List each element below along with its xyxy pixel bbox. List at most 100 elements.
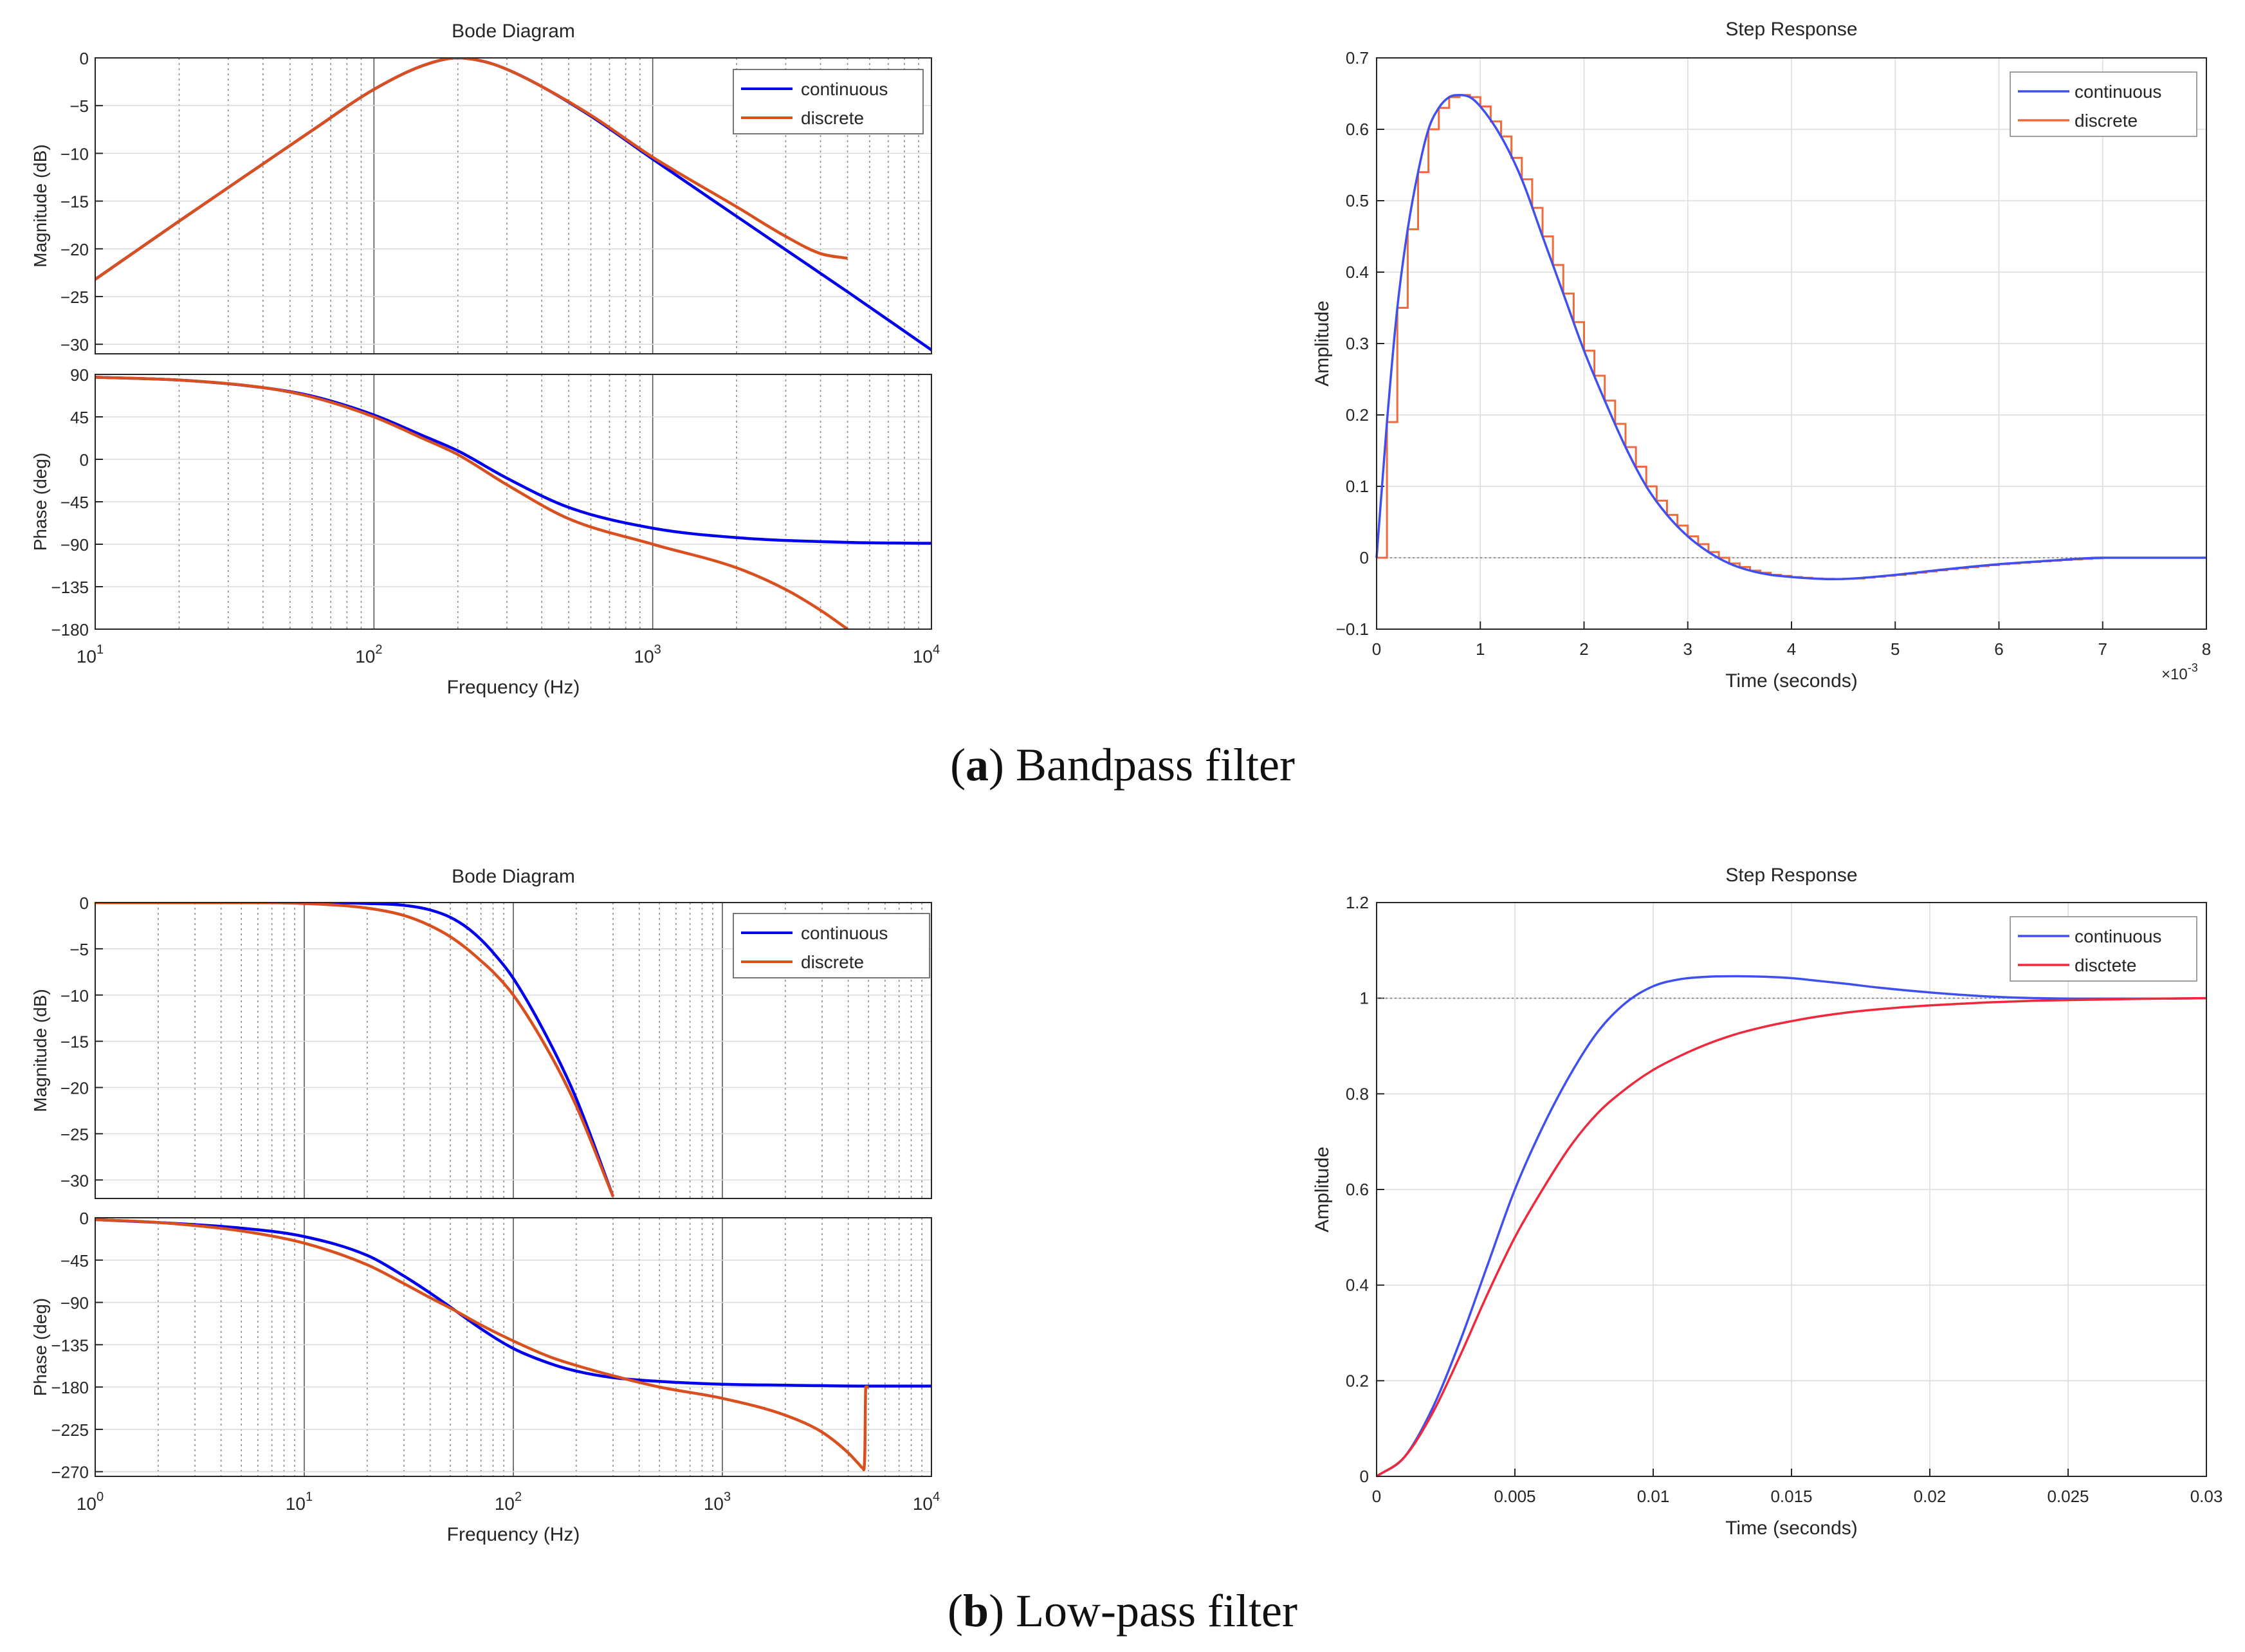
legend-box (733, 913, 930, 978)
y-tick-label: −25 (60, 1124, 89, 1144)
y-tick-label: −5 (69, 96, 89, 116)
x-tick-label: 103 (634, 643, 661, 666)
tick-exponent: 3 (724, 1490, 731, 1504)
x-axis-label: Frequency (Hz) (447, 677, 580, 698)
y-tick-label: −20 (60, 1079, 89, 1098)
phase-panel: 0 −45 −90 −135 −180 −225 −270 Phase (deg) (30, 1209, 932, 1482)
x-tick-label: 102 (355, 643, 382, 666)
series-line-disctete (1376, 996, 2207, 1478)
x-tick-label: 102 (495, 1490, 522, 1514)
x-tick-label: 3 (1683, 639, 1692, 659)
y-tick-label: −30 (60, 1171, 89, 1190)
y-tick-label: −15 (60, 1032, 89, 1052)
tick-exponent: 2 (515, 1490, 522, 1504)
y-tick-label: −45 (60, 493, 89, 512)
chart-title: Bode Diagram (452, 866, 575, 887)
chart-title: Step Response (1725, 865, 1857, 886)
caption-text: Bandpass filter (1004, 739, 1295, 791)
y-tick-label: −20 (60, 240, 89, 259)
legend-label: discrete (801, 952, 864, 972)
x-tick-label: 0.025 (2047, 1487, 2089, 1506)
y-tick-label: 0.6 (1346, 120, 1369, 139)
tick-base: 10 (634, 647, 654, 666)
y-tick-label: 0.8 (1346, 1084, 1369, 1103)
y-tick-label: 45 (70, 408, 89, 427)
series-line-continuous (1375, 93, 2206, 581)
y-tick-label: −90 (60, 1294, 89, 1313)
y-tick-label: 1.2 (1346, 893, 1369, 912)
tick-base: 10 (355, 647, 375, 666)
series-line-continuous (95, 903, 615, 1197)
legend-box (2010, 71, 2197, 137)
legend: continuous discrete (733, 69, 924, 134)
tick-exponent: 4 (933, 1490, 940, 1504)
x-tick-label: 4 (1787, 639, 1796, 659)
series-line-continuous (95, 1218, 931, 1388)
magnitude-panel: 0 −5 −10 −15 −20 −25 −30 Magnitude (dB) continuo… (30, 49, 932, 354)
tick-exponent: 1 (96, 643, 104, 657)
caption-text: Low-pass filter (1004, 1585, 1297, 1637)
legend-label: discrete (801, 108, 864, 128)
x-axis-label: Frequency (Hz) (447, 1524, 580, 1545)
legend-label: continuous (2075, 926, 2161, 946)
x-tick-label: 0.03 (2190, 1487, 2223, 1506)
series-line-continuous (1376, 975, 2207, 1478)
y-axis-label: Phase (deg) (30, 1298, 50, 1397)
x-tick-label: 104 (913, 643, 940, 666)
y-tick-label: 0.7 (1346, 48, 1369, 68)
y-tick-label: −25 (60, 288, 89, 307)
x-tick-label: 101 (286, 1490, 313, 1514)
x-tick-label: 7 (2098, 639, 2107, 659)
y-axis-label: Amplitude (1312, 1146, 1333, 1232)
legend-label: continuous (801, 923, 888, 943)
y-axis-label: Magnitude (dB) (30, 989, 50, 1112)
x-tick-label: 1 (1476, 639, 1485, 659)
tick-base: 10 (77, 1494, 96, 1514)
legend-label: continuous (2075, 82, 2161, 102)
legend-box (733, 69, 924, 134)
phase-panel: 90 45 0 −45 −90 −135 −180 Phase (deg) (30, 365, 932, 639)
tick-exponent: 4 (933, 643, 940, 657)
multiplier-base: ×10 (2161, 666, 2188, 683)
y-tick-label: −180 (51, 620, 89, 639)
x-axis-multiplier: ×10-3 (2161, 661, 2198, 683)
y-axis-label: Phase (deg) (30, 453, 50, 551)
tick-exponent: 3 (654, 643, 661, 657)
bode-diagram-lowpass: Bode Diagram 0 −5 −10 −15 −20 −25 −30 Magnitude … (30, 866, 940, 1545)
legend-box (2010, 916, 2197, 982)
series-line-discrete (95, 58, 848, 281)
x-tick-label: 0.005 (1494, 1487, 1535, 1506)
tick-base: 10 (913, 647, 933, 666)
step-response-lowpass: Step Response 0 0.005 0.01 0.015 0.02 0.025 0.0… (1312, 865, 2222, 1539)
y-tick-label: 0 (1360, 1467, 1369, 1486)
tick-base: 10 (913, 1494, 933, 1514)
x-tick-label: 0 (1372, 1487, 1381, 1506)
chart-title: Bode Diagram (452, 21, 575, 42)
y-tick-label: −90 (60, 535, 89, 555)
y-tick-label: 90 (70, 365, 89, 385)
caption-letter: b (963, 1585, 989, 1637)
x-axis-label: Time (seconds) (1725, 1518, 1858, 1539)
x-tick-label: 100 (77, 1490, 104, 1514)
x-tick-label: 101 (77, 643, 104, 666)
y-tick-label: 0 (80, 1209, 89, 1228)
y-tick-label: −0.1 (1336, 620, 1369, 639)
y-tick-label: 1 (1360, 989, 1369, 1008)
y-tick-label: −135 (51, 578, 89, 597)
x-tick-label: 0.015 (1770, 1487, 1812, 1506)
x-tick-label: 8 (2202, 639, 2211, 659)
axes-box (95, 902, 932, 1199)
y-tick-label: −5 (69, 940, 89, 959)
axes-box (1376, 902, 2207, 1477)
y-tick-label: 0 (80, 49, 89, 68)
series-group (95, 58, 931, 351)
tick-exponent: 0 (96, 1490, 104, 1504)
tick-exponent: 1 (306, 1490, 313, 1504)
x-axis-label: Time (seconds) (1725, 670, 1858, 692)
axes-box (95, 374, 932, 630)
magnitude-panel: 0 −5 −10 −15 −20 −25 −30 Magnitude (dB) continuo… (30, 894, 932, 1199)
axes-box (95, 57, 932, 354)
y-tick-label: 0 (1360, 548, 1369, 567)
